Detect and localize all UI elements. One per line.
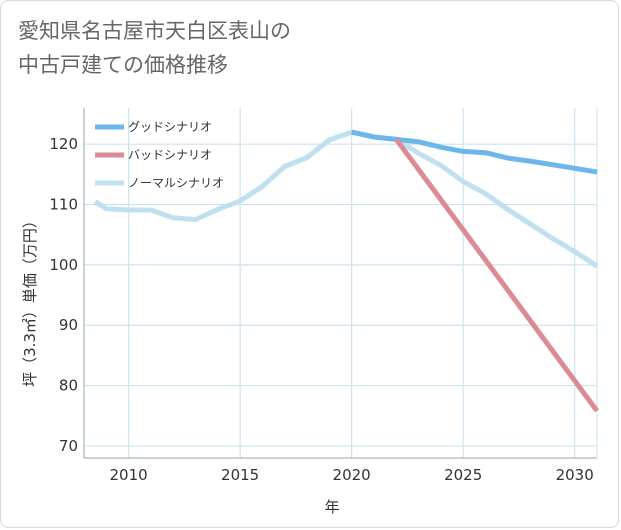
y-tick-label: 90 xyxy=(59,316,78,334)
x-tick-labels: 2010 2015 2020 2025 2030 xyxy=(110,466,594,484)
x-tick-label: 2030 xyxy=(556,466,594,484)
series-line-0 xyxy=(351,129,598,175)
y-tick-label: 120 xyxy=(49,135,78,153)
chart-title-line-1: 愛知県名古屋市天白区表山の xyxy=(18,19,291,43)
y-tick-label: 100 xyxy=(49,256,78,274)
y-tick-label: 70 xyxy=(59,437,78,455)
x-tick-label: 2020 xyxy=(333,466,371,484)
chart-title: 愛知県名古屋市天白区表山の 中古戸建ての価格推移 xyxy=(18,14,598,82)
legend-label-2: ノーマルシナリオ xyxy=(128,176,224,190)
y-axis-label: 坪（3.3㎡）単価（万円） xyxy=(21,213,39,387)
series-line-1 xyxy=(394,137,600,413)
series-lines xyxy=(93,129,600,413)
x-tick-label: 2015 xyxy=(221,466,259,484)
x-axis-label: 年 xyxy=(324,498,339,516)
chart-title-line-2: 中古戸建ての価格推移 xyxy=(18,53,228,77)
grid-lines xyxy=(84,108,597,458)
series-line-2 xyxy=(93,129,599,269)
y-tick-labels: 70 80 90 100 110 120 xyxy=(49,135,78,455)
y-tick-label: 80 xyxy=(59,377,78,395)
x-tick-label: 2010 xyxy=(110,466,148,484)
plot-border xyxy=(83,108,598,459)
x-tick-label: 2025 xyxy=(444,466,482,484)
y-tick-label: 110 xyxy=(49,196,78,214)
legend-label-1: バッドシナリオ xyxy=(128,148,212,162)
legend-label-0: グッドシナリオ xyxy=(128,120,212,134)
